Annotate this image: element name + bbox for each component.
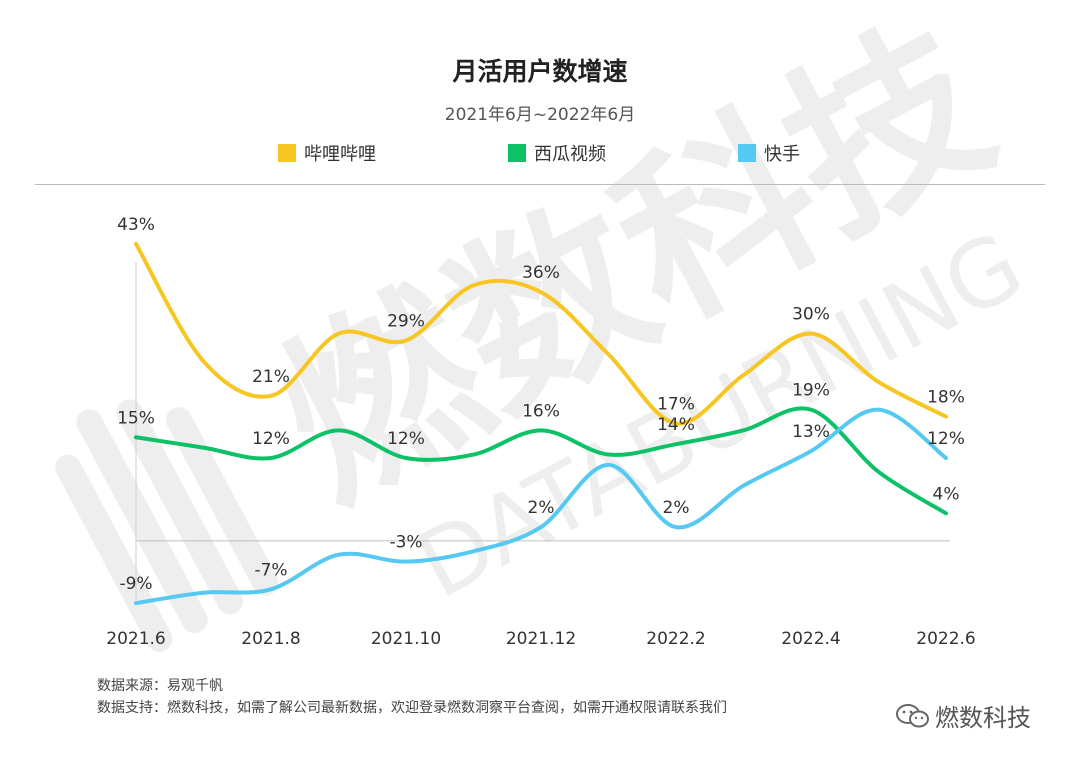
data-label-bilibili: 43% bbox=[117, 215, 155, 235]
legend-label-bilibili: 哔哩哔哩 bbox=[304, 144, 376, 165]
data-label-kuaishou: -3% bbox=[389, 533, 422, 553]
series-line-kuaishou bbox=[134, 407, 948, 606]
data-label-xigua: 12% bbox=[387, 429, 425, 449]
data-label-kuaishou: 2% bbox=[663, 498, 690, 518]
legend-item-xigua[interactable]: 西瓜视频 bbox=[508, 140, 606, 166]
x-tick-label: 2022.4 bbox=[781, 629, 840, 649]
data-label-xigua: 16% bbox=[522, 401, 560, 421]
data-label-kuaishou: 13% bbox=[792, 422, 830, 442]
x-tick-label: 2021.10 bbox=[371, 629, 441, 649]
legend-item-bilibili[interactable]: 哔哩哔哩 bbox=[278, 140, 376, 166]
brand-name: 燃数科技 bbox=[935, 704, 1031, 732]
data-label-xigua: 4% bbox=[933, 484, 960, 504]
data-label-kuaishou: 12% bbox=[927, 429, 965, 449]
x-axis-ticks: 2021.6 2021.8 2021.10 2021.12 2022.2 2022.4 20… bbox=[106, 629, 975, 649]
legend-label-kuaishou: 快手 bbox=[764, 144, 800, 165]
x-tick-label: 2021.12 bbox=[506, 629, 576, 649]
data-label-bilibili: 30% bbox=[792, 305, 830, 325]
data-label-bilibili: 17% bbox=[657, 394, 695, 414]
x-tick-label: 2022.6 bbox=[916, 629, 975, 649]
series-line-xigua bbox=[134, 406, 948, 516]
chart-subtitle: 2021年6月~2022年6月 bbox=[444, 105, 636, 125]
chart-title: 月活用户数增速 bbox=[452, 57, 628, 86]
x-tick-label: 2021.8 bbox=[241, 629, 300, 649]
data-label-bilibili: 18% bbox=[927, 388, 965, 408]
series-line-bilibili bbox=[134, 241, 948, 426]
brand-logo: 燃数科技 bbox=[895, 698, 1031, 733]
legend-swatch-xigua bbox=[508, 144, 526, 162]
watermark: 燃数科技 DATABURNING bbox=[55, 0, 1040, 652]
legend-label-xigua: 西瓜视频 bbox=[534, 144, 606, 165]
header-divider bbox=[35, 184, 1045, 185]
series-layer bbox=[134, 241, 948, 606]
data-label-xigua: 14% bbox=[657, 415, 695, 435]
x-tick-label: 2022.2 bbox=[646, 629, 705, 649]
legend-swatch-bilibili bbox=[278, 144, 296, 162]
data-label-xigua: 19% bbox=[792, 381, 830, 401]
legend-item-kuaishou[interactable]: 快手 bbox=[738, 140, 800, 166]
footer-support: 数据支持：燃数科技，如需了解公司最新数据，欢迎登录燃数洞察平台查阅，如需开通权限… bbox=[97, 700, 727, 716]
wechat-icon bbox=[896, 703, 929, 727]
data-label-xigua: 12% bbox=[252, 429, 290, 449]
data-label-bilibili: 21% bbox=[252, 367, 290, 387]
data-label-bilibili: 36% bbox=[522, 263, 560, 283]
data-label-kuaishou: -9% bbox=[119, 574, 152, 594]
data-label-kuaishou: 2% bbox=[528, 498, 555, 518]
watermark-logo-shape bbox=[55, 399, 279, 652]
x-tick-label: 2021.6 bbox=[106, 629, 165, 649]
data-label-layer: 43% 21% 29% 36% 17% 30% 18% 15% 12% 12% 16% 14% 19% 4… bbox=[117, 215, 965, 594]
data-label-xigua: 15% bbox=[117, 408, 155, 428]
legend: 哔哩哔哩 西瓜视频 快手 bbox=[0, 140, 1080, 166]
footer-source: 数据来源：易观千帆 bbox=[97, 678, 223, 694]
data-label-bilibili: 29% bbox=[387, 312, 425, 332]
legend-swatch-kuaishou bbox=[738, 144, 756, 162]
data-label-kuaishou: -7% bbox=[254, 560, 287, 580]
